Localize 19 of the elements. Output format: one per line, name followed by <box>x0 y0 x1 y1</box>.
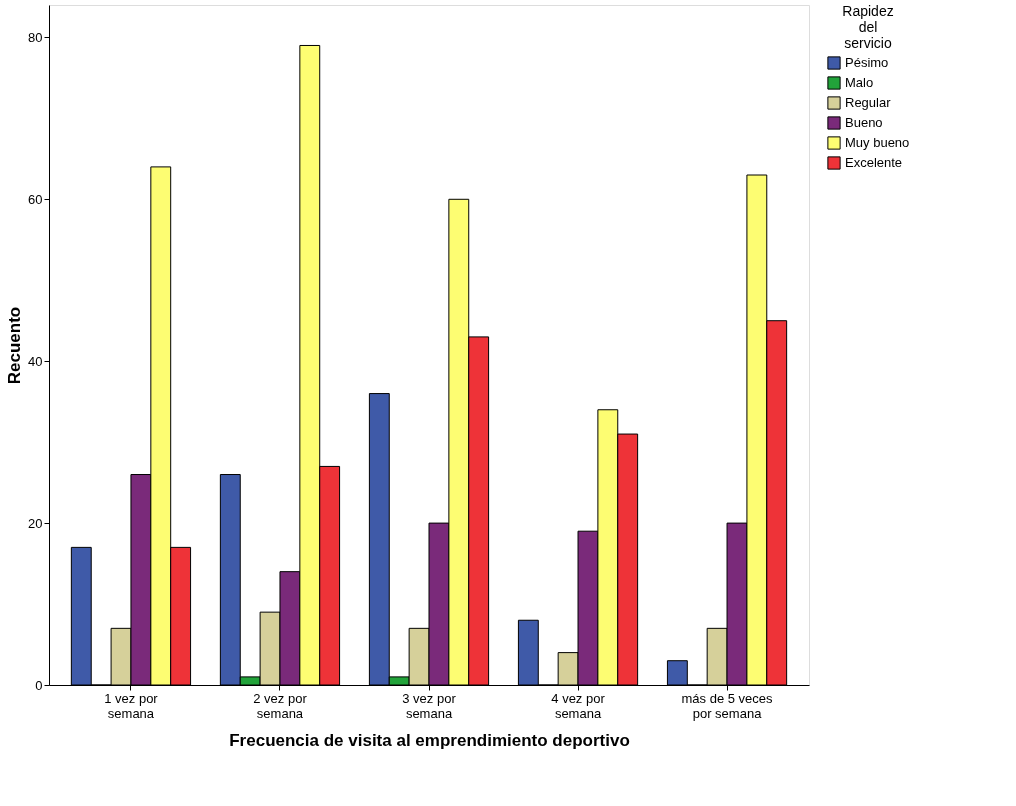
x-tick-label: 3 vez por semana <box>402 690 457 721</box>
legend-title: Rapidez del servicio <box>842 3 894 51</box>
y-axis-title: Recuento <box>5 306 25 385</box>
legend-label: Muy bueno <box>845 135 910 150</box>
y-tick-label: 40 <box>28 353 43 369</box>
legend-label: Excelente <box>845 155 903 170</box>
x-tick-label: 4 vez por semana <box>551 690 606 721</box>
legend-label: Malo <box>845 75 874 90</box>
y-tick-label: 60 <box>28 191 43 207</box>
y-tick-label: 20 <box>28 515 43 531</box>
x-tick-label: 1 vez por semana <box>104 690 159 721</box>
x-axis-title: Frecuencia de visita al emprendimiento deportivo <box>229 730 630 750</box>
y-tick-label: 0 <box>35 677 43 693</box>
x-tick-label: 2 vez por semana <box>253 690 308 721</box>
legend-label: Pésimo <box>845 55 889 70</box>
legend-label: Regular <box>845 95 892 110</box>
legend-label: Bueno <box>845 115 883 130</box>
y-tick-label: 80 <box>28 29 43 45</box>
x-tick-label: más de 5 veces por semana <box>681 690 774 721</box>
